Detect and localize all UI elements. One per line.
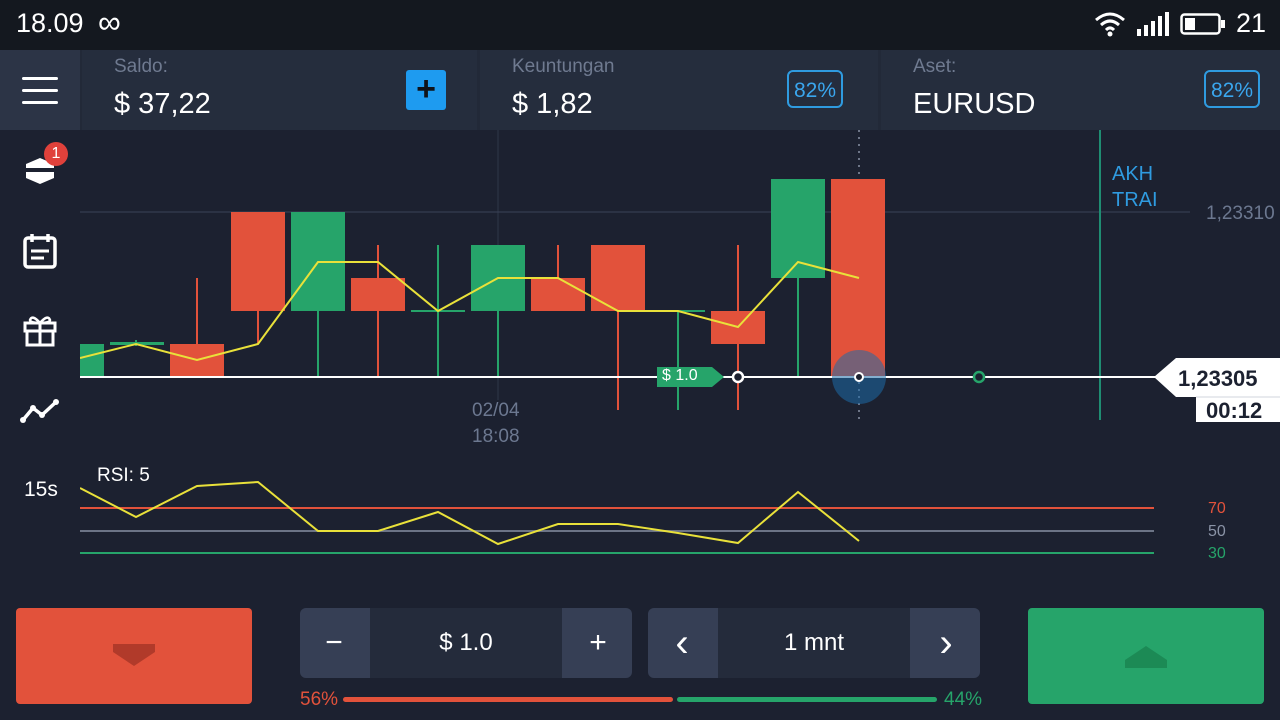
rsi-level-50: 50 [1208, 523, 1226, 540]
price-chart[interactable] [80, 130, 1280, 600]
calendar-icon[interactable] [20, 231, 60, 271]
rsi-line [80, 480, 860, 546]
current-price-value: 1,23305 [1178, 366, 1258, 391]
trade-tag [657, 367, 724, 387]
candles [80, 179, 885, 410]
time-control: ‹ 1 mnt › [648, 608, 980, 678]
amount-increase-button[interactable]: + [589, 626, 607, 659]
rsi-label: RSI: 5 [97, 465, 150, 486]
sell-percent: 56% [300, 689, 339, 710]
trade-entry-dot [731, 370, 745, 384]
rsi-level-70: 70 [1208, 500, 1226, 517]
buy-percent: 44% [944, 689, 983, 710]
expiry-label-1: AKH [1112, 163, 1154, 185]
deposit-plus-button[interactable]: + [406, 70, 446, 110]
buy-sentiment-bar [677, 697, 937, 702]
balance-panel: Saldo: $ 37,22 + [82, 50, 477, 130]
profit-percent-badge: 82% [787, 70, 843, 108]
chart-time: 18:08 [472, 426, 520, 447]
profit-panel: Keuntungan $ 1,82 82% [480, 50, 878, 130]
time-value[interactable]: 1 mnt [718, 608, 910, 678]
amount-value[interactable]: $ 1.0 [370, 608, 562, 678]
asset-value[interactable]: EURUSD [913, 88, 1036, 120]
clock: 18.09 [16, 8, 84, 38]
sell-sentiment-bar [343, 697, 673, 702]
rsi-level-30: 30 [1208, 545, 1226, 562]
balance-label: Saldo: [114, 56, 168, 77]
battery-icon [1180, 12, 1225, 35]
price-tag-shape [1154, 358, 1280, 422]
time-prev-button[interactable]: ‹ [675, 621, 689, 665]
trades-icon[interactable] [20, 150, 60, 190]
arrow-down-icon [113, 644, 155, 666]
infinity-icon: ∞ [98, 4, 121, 40]
amount-decrease-button[interactable]: − [325, 626, 343, 659]
asset-panel[interactable]: Aset: EURUSD 82% [881, 50, 1280, 130]
battery-level: 21 [1235, 8, 1266, 38]
interval-selector[interactable]: 15s [24, 478, 58, 501]
buy-up-button[interactable] [1028, 608, 1264, 704]
asset-percent-badge: 82% [1204, 70, 1260, 108]
gift-icon[interactable] [20, 310, 60, 350]
sell-down-button[interactable] [16, 608, 252, 704]
signal-icon [1136, 11, 1169, 36]
balance-value: $ 37,22 [114, 88, 211, 120]
indicators-icon[interactable] [20, 392, 60, 432]
profit-label: Keuntungan [512, 56, 615, 77]
wifi-icon [1094, 12, 1125, 36]
moving-average-line [80, 260, 860, 362]
asset-label: Aset: [913, 56, 957, 77]
arrow-up-icon [1125, 646, 1167, 668]
trades-badge: 1 [44, 142, 68, 166]
trade-expiry-dot [972, 370, 986, 384]
countdown-timer: 00:12 [1206, 398, 1263, 423]
price-axis-tick: 1,23310 [1206, 203, 1275, 224]
amount-control: − $ 1.0 + [300, 608, 632, 678]
status-bar: 18.09 ∞ 21 [0, 0, 1280, 50]
current-price-dot [854, 372, 864, 382]
expiry-label-2: TRAI [1112, 189, 1158, 211]
chart-date: 02/04 [472, 400, 520, 421]
profit-value: $ 1,82 [512, 88, 593, 120]
menu-button[interactable] [0, 50, 80, 130]
time-next-button[interactable]: › [939, 621, 953, 665]
trade-tag-label: $ 1.0 [662, 367, 698, 384]
sidebar [0, 130, 80, 600]
